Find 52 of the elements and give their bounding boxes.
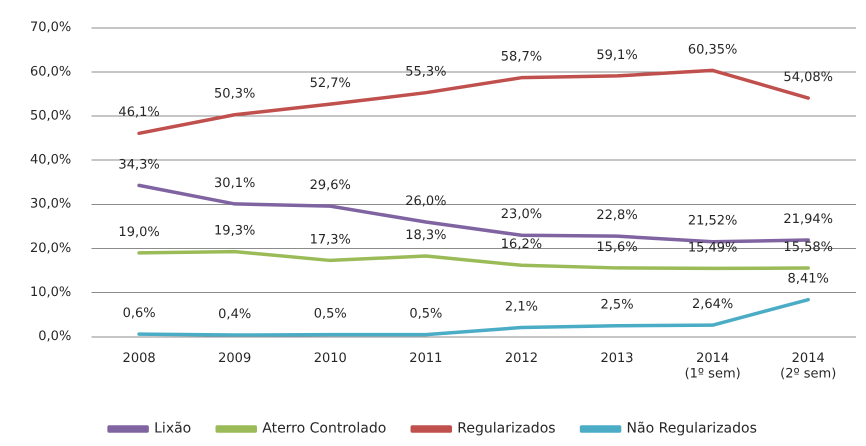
data-label: 0,6%	[122, 306, 156, 322]
legend-label: Lixão	[154, 420, 192, 437]
y-tick-label: 50,0%	[30, 108, 72, 124]
data-label: 59,1%	[596, 48, 638, 63]
x-tick-label: 2014 (2º sem)	[780, 350, 836, 382]
y-tick-label: 60,0%	[30, 64, 72, 80]
x-tick-label: 2014 (1º sem)	[684, 350, 741, 382]
data-label: 0,5%	[314, 306, 347, 322]
x-tick-label: 2010	[314, 350, 347, 366]
y-tick-label: 30,0%	[30, 196, 72, 212]
data-label: 15,49%	[688, 240, 738, 256]
data-label: 2,64%	[692, 297, 734, 312]
data-label: 15,58%	[783, 240, 833, 255]
data-label: 21,52%	[688, 214, 738, 229]
data-label: 0,4%	[218, 306, 252, 322]
x-tick-label: 2013	[600, 350, 634, 366]
data-label: 29,6%	[310, 178, 351, 194]
data-label: 23,0%	[500, 207, 542, 222]
data-label: 17,3%	[310, 232, 351, 248]
legend-label: Regularizados	[457, 420, 556, 437]
y-tick-label: 0,0%	[38, 329, 72, 344]
data-label: 54,08%	[783, 70, 833, 85]
x-tick-label: 2008	[122, 350, 156, 366]
y-tick-label: 40,0%	[30, 152, 72, 168]
data-label: 30,1%	[214, 176, 256, 191]
data-label: 21,94%	[783, 212, 833, 227]
y-tick-label: 20,0%	[30, 240, 72, 256]
data-label: 15,6%	[596, 240, 638, 255]
data-label: 46,1%	[118, 105, 160, 120]
x-tick-label: 2009	[218, 350, 252, 366]
data-label: 22,8%	[596, 208, 638, 224]
data-label: 52,7%	[310, 76, 351, 92]
x-tick-label: 2012	[504, 350, 538, 366]
x-tick-label: 2011	[409, 350, 442, 366]
data-label: 2,5%	[600, 298, 634, 313]
data-label: 60,35%	[688, 42, 738, 58]
data-label: 26,0%	[405, 194, 447, 209]
data-label: 55,3%	[405, 64, 447, 80]
legend-label: Aterro Controlado	[262, 420, 386, 437]
y-tick-label: 70,0%	[30, 20, 72, 36]
data-label: 16,2%	[500, 237, 542, 252]
data-label: 19,0%	[118, 224, 160, 240]
data-label: 0,5%	[409, 306, 442, 322]
y-tick-label: 10,0%	[30, 285, 72, 300]
data-label: 18,3%	[405, 228, 447, 243]
legend-label: Não Regularizados	[626, 420, 757, 437]
data-label: 2,1%	[504, 299, 538, 314]
data-label: 50,3%	[214, 86, 256, 102]
data-label: 8,41%	[788, 272, 829, 287]
data-label: 34,3%	[118, 157, 160, 172]
data-label: 19,3%	[214, 223, 256, 238]
data-label: 58,7%	[500, 50, 542, 65]
